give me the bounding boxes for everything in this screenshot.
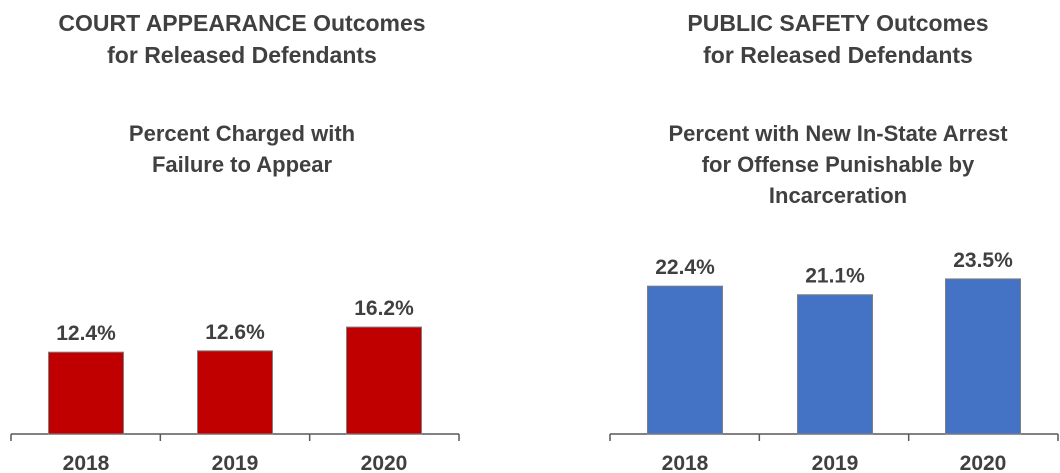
right-bar-2019	[797, 294, 873, 435]
right-tick-label-2019: 2019	[812, 452, 859, 473]
left-chart-title: COURT APPEARANCE Outcomes for Released D…	[0, 7, 484, 71]
left-data-label-2020: 16.2%	[354, 297, 414, 320]
left-bar-2018	[48, 351, 124, 435]
right-bar-2020	[945, 278, 1021, 435]
left-chart-title-line-1: COURT APPEARANCE Outcomes	[58, 10, 426, 36]
right-chart-subtitle-line-3: Incarceration	[768, 183, 908, 208]
left-chart-title-line-2: for Released Defendants	[107, 42, 377, 68]
left-data-label-2019: 12.6%	[205, 321, 265, 344]
left-bar-2020	[346, 326, 422, 435]
right-tick-label-2020: 2020	[960, 452, 1007, 473]
right-bar-2018	[647, 285, 723, 435]
right-data-label-2020: 23.5%	[953, 249, 1013, 272]
right-tick-label-2018: 2018	[662, 452, 709, 473]
right-data-label-2018: 22.4%	[655, 256, 715, 279]
left-tick-label-2020: 2020	[361, 452, 408, 473]
right-chart-title-line-1: PUBLIC SAFETY Outcomes	[687, 10, 989, 36]
right-chart-title-line-2: for Released Defendants	[703, 42, 973, 68]
left-bar-2019	[197, 350, 273, 435]
right-chart-subtitle: Percent with New In-State Arrest for Off…	[606, 118, 1060, 211]
left-tick-label-2018: 2018	[63, 452, 110, 473]
right-chart-subtitle-line-1: Percent with New In-State Arrest	[668, 121, 1008, 146]
left-chart-subtitle-line-2: Failure to Appear	[151, 152, 333, 177]
left-chart-subtitle: Percent Charged with Failure to Appear	[0, 118, 484, 180]
right-chart-title: PUBLIC SAFETY Outcomes for Released Defe…	[606, 7, 1060, 71]
right-data-label-2019: 21.1%	[805, 265, 865, 288]
left-data-label-2018: 12.4%	[56, 322, 116, 345]
right-chart-subtitle-line-2: for Offense Punishable by	[701, 152, 975, 177]
left-chart-subtitle-line-1: Percent Charged with	[128, 121, 356, 146]
left-tick-label-2019: 2019	[212, 452, 259, 473]
